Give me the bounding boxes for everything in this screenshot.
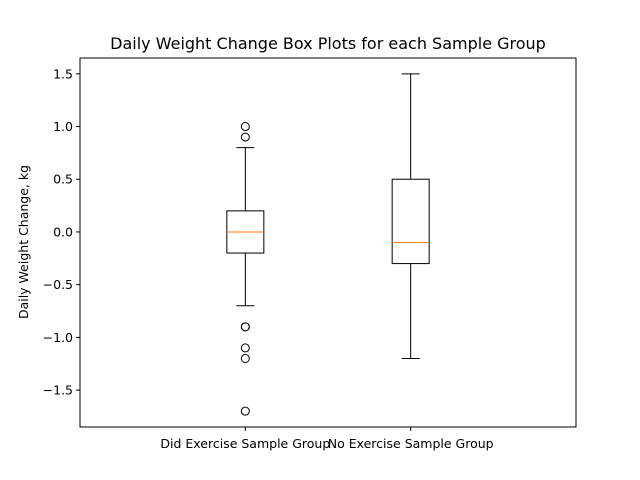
plot-frame <box>79 57 577 428</box>
outlier-point <box>240 353 250 363</box>
box-group: Did Exercise Sample Group <box>160 122 330 451</box>
y-tick-label: 0.5 <box>53 172 73 187</box>
y-tick-label: −1.0 <box>43 330 73 345</box>
iqr-box <box>391 178 430 265</box>
x-tick-label: Did Exercise Sample Group <box>160 436 330 451</box>
y-tick-label: 1.5 <box>53 66 73 81</box>
y-tick-label: 1.0 <box>53 119 73 134</box>
y-tick-label: −1.5 <box>43 383 73 398</box>
outlier-point <box>240 322 250 332</box>
plot-area: 1.5 1.0 0.5 0.0 −0.5 −1.0 −1.5 Did Exercise Sam… <box>43 66 494 451</box>
y-axis-title: Daily Weight Change, kg <box>16 165 31 319</box>
outlier-point <box>240 122 250 132</box>
outlier-point <box>240 406 250 416</box>
outlier-point <box>240 132 250 142</box>
x-tick-label: No Exercise Sample Group <box>328 436 494 451</box>
outlier-point <box>240 343 250 353</box>
y-tick-label: −0.5 <box>43 277 73 292</box>
chart-title: Daily Weight Change Box Plots for each S… <box>110 34 546 53</box>
box-group: No Exercise Sample Group <box>328 73 494 451</box>
y-tick-label: 0.0 <box>53 224 73 239</box>
